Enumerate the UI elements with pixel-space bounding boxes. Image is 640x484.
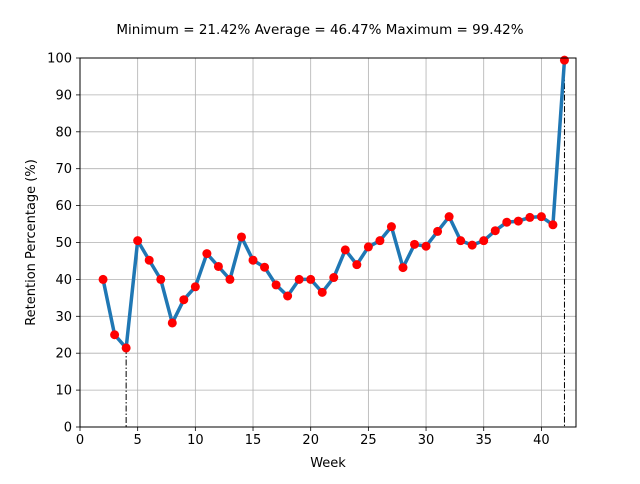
y-tick-label: 10 <box>55 384 72 399</box>
data-point <box>363 242 373 252</box>
x-axis-label: Week <box>310 456 346 471</box>
data-point <box>456 236 466 246</box>
y-tick-label: 20 <box>55 347 72 362</box>
data-point <box>329 273 339 283</box>
data-point <box>398 263 408 273</box>
data-point <box>248 255 258 265</box>
data-point <box>121 343 131 353</box>
data-point <box>225 274 235 284</box>
y-tick-label: 40 <box>55 273 72 288</box>
data-point <box>559 55 569 65</box>
y-tick-label: 60 <box>55 199 72 214</box>
x-tick-label: 10 <box>187 433 204 448</box>
x-tick-label: 5 <box>134 433 142 448</box>
data-point <box>490 226 500 236</box>
data-point <box>202 249 212 259</box>
x-tick-label: 0 <box>76 433 84 448</box>
data-point <box>213 261 223 271</box>
data-point <box>167 318 177 328</box>
data-point <box>421 241 431 251</box>
min-max-guides <box>125 60 565 427</box>
data-point <box>467 240 477 250</box>
x-tick-label: 20 <box>302 433 319 448</box>
data-point <box>283 291 293 301</box>
data-point <box>271 280 281 290</box>
y-tick-label: 0 <box>64 421 72 436</box>
data-point <box>548 220 558 230</box>
data-point <box>433 226 443 236</box>
data-point <box>190 282 200 292</box>
x-tick-label: 40 <box>533 433 550 448</box>
data-point <box>317 287 327 297</box>
data-point <box>340 245 350 255</box>
data-point <box>133 236 143 246</box>
data-point <box>410 239 420 249</box>
y-tick-label: 100 <box>47 52 72 67</box>
data-point <box>110 330 120 340</box>
data-point <box>98 274 108 284</box>
data-point <box>294 274 304 284</box>
y-tick-label: 90 <box>55 88 72 103</box>
x-axis-ticks: 0 5 10 15 20 25 30 35 40 <box>76 427 550 448</box>
data-point <box>144 255 154 265</box>
data-point-markers <box>98 55 569 353</box>
data-point <box>536 212 546 222</box>
y-tick-label: 80 <box>55 125 72 140</box>
y-tick-label: 30 <box>55 310 72 325</box>
y-tick-label: 70 <box>55 162 72 177</box>
data-point <box>525 212 535 222</box>
data-point <box>260 262 270 272</box>
x-tick-label: 15 <box>245 433 262 448</box>
y-axis-label: Retention Percentage (%) <box>24 159 39 326</box>
data-point <box>306 274 316 284</box>
x-tick-label: 30 <box>418 433 435 448</box>
data-point <box>502 217 512 227</box>
data-point <box>444 212 454 222</box>
x-tick-label: 25 <box>360 433 377 448</box>
data-point <box>513 216 523 226</box>
data-point <box>236 232 246 242</box>
y-axis-ticks: 0 10 20 30 40 50 60 70 80 90 100 <box>47 52 80 436</box>
x-tick-label: 35 <box>475 433 492 448</box>
data-point <box>386 222 396 232</box>
data-point <box>156 274 166 284</box>
chart-title: Minimum = 21.42% Average = 46.47% Maximu… <box>116 22 523 38</box>
data-point <box>179 295 189 305</box>
data-point <box>375 236 385 246</box>
y-tick-label: 50 <box>55 236 72 251</box>
data-point <box>479 236 489 246</box>
data-point <box>352 260 362 270</box>
grid-lines <box>79 57 576 428</box>
